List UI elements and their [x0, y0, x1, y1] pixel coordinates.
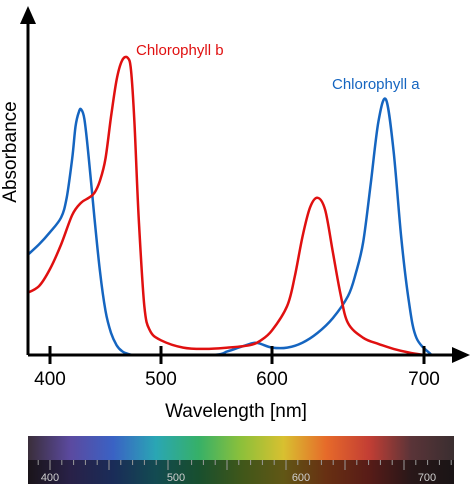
- spectrum-tick-label: 700: [418, 472, 436, 484]
- x-axis-arrow: [452, 347, 470, 363]
- spectrum-scale-band: [28, 460, 454, 484]
- series-line-chlorophyll-b: [29, 55, 425, 354]
- x-tick-label: 600: [256, 369, 288, 390]
- x-tick-label: 700: [408, 369, 440, 390]
- series-line-chlorophyll-a: [29, 97, 433, 354]
- spectrum-ticks-group: 400 500 600 700: [37, 460, 452, 484]
- series-label-chlorophyll-b: Chlorophyll b: [136, 42, 224, 59]
- series-label-chlorophyll-a: Chlorophyll a: [332, 76, 420, 93]
- spectrum-tick-label: 500: [167, 472, 185, 484]
- y-axis-arrow: [20, 6, 36, 24]
- x-tick-label: 400: [34, 369, 66, 390]
- x-axis-title: Wavelength [nm]: [165, 401, 307, 422]
- x-ticks-group: 400 500 600 700: [34, 346, 440, 390]
- y-axis-title: Absorbance: [0, 101, 21, 202]
- spectrum-tick-label: 600: [292, 472, 310, 484]
- spectrum-tick-label: 400: [41, 472, 59, 484]
- curves-group: [29, 55, 433, 354]
- x-tick-label: 500: [145, 369, 177, 390]
